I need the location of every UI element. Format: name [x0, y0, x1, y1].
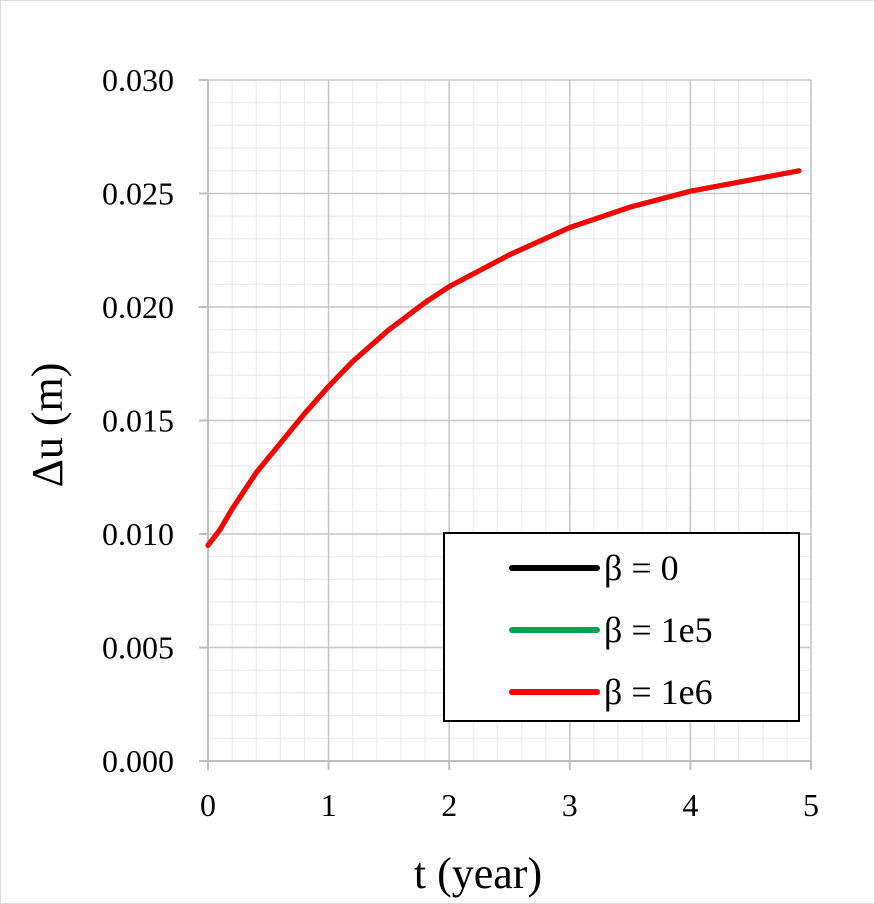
x-tick-label: 3	[562, 787, 578, 823]
y-tick-labels: 0.000 0.005 0.010 0.015 0.020 0.025 0.030	[102, 62, 174, 779]
legend-box	[443, 532, 800, 722]
legend-label-2: β = 1e5	[604, 610, 713, 650]
y-axis-title: Δu (m)	[23, 363, 72, 488]
x-axis-title: t (year)	[414, 849, 542, 898]
series-line-1	[205, 168, 802, 548]
axes	[199, 79, 812, 770]
legend: β = 0 β = 1e5 β = 1e6	[443, 532, 800, 722]
x-tick-label: 2	[441, 787, 457, 823]
x-tick-label: 5	[803, 787, 819, 823]
series-line-2	[205, 168, 802, 548]
x-tick-label: 1	[321, 787, 337, 823]
legend-label-3: β = 1e6	[604, 672, 713, 712]
y-tick-label: 0.025	[102, 176, 174, 212]
y-tick-label: 0.000	[102, 743, 174, 779]
y-tick-label: 0.010	[102, 516, 174, 552]
y-tick-label: 0.030	[102, 62, 174, 98]
y-tick-label: 0.020	[102, 289, 174, 325]
series-line-3	[205, 168, 802, 548]
x-tick-label: 0	[200, 787, 216, 823]
y-tick-label: 0.005	[102, 630, 174, 666]
y-tick-label: 0.015	[102, 403, 174, 439]
series-layer	[205, 168, 802, 548]
x-tick-label: 4	[682, 787, 698, 823]
x-tick-labels: 0 1 2 3 4 5	[200, 787, 819, 823]
legend-label-1: β = 0	[604, 548, 679, 588]
